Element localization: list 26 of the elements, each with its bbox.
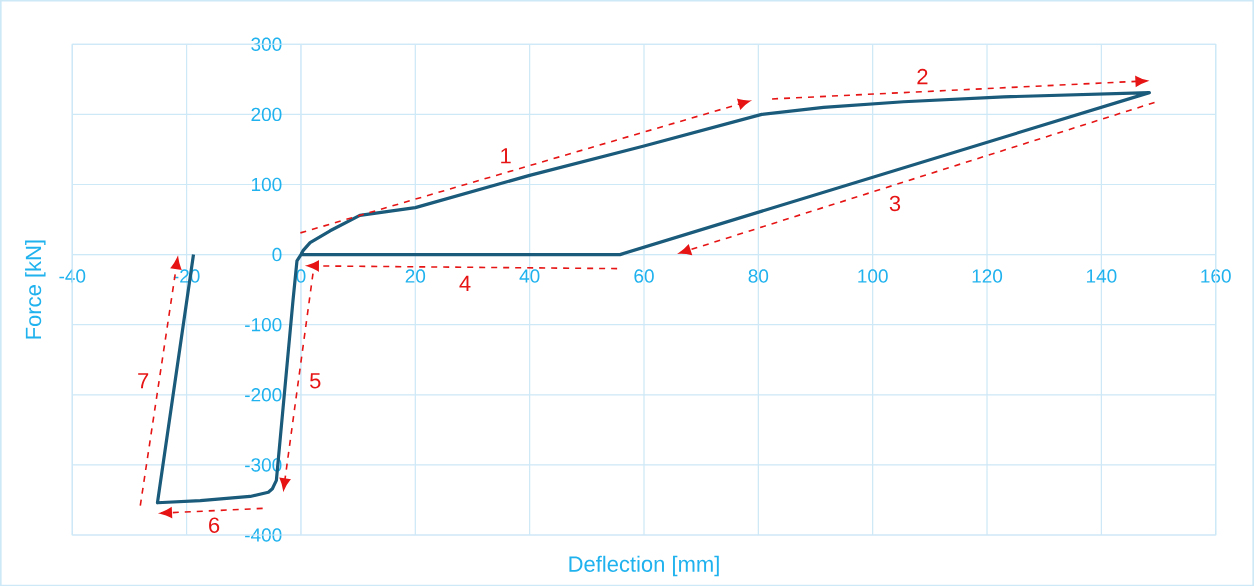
- annotation: 3: [889, 195, 901, 212]
- x-tick-label: 160: [1201, 269, 1231, 283]
- x-tick-label: 100: [858, 269, 888, 283]
- y-axis-title: Force [kN]: [25, 240, 46, 339]
- y-tick-label: 300: [251, 37, 282, 51]
- annotation: 7: [138, 373, 149, 389]
- x-tick-label: 40: [519, 269, 540, 283]
- y-tick-label: -400: [245, 528, 282, 542]
- x-tick-label: 20: [405, 269, 426, 283]
- x-tick-label: 120: [972, 269, 1003, 283]
- y-tick-label: 0: [272, 247, 282, 262]
- y-tick-label: -100: [245, 317, 282, 332]
- x-tick-label: 60: [634, 269, 654, 283]
- annotation: 5: [310, 372, 321, 389]
- x-tick-label: -40: [59, 269, 86, 283]
- annotation: 4: [459, 275, 471, 291]
- y-tick-label: -200: [245, 387, 282, 402]
- x-tick-label: 80: [748, 269, 769, 283]
- x-axis-title: Deflection [mm]: [569, 555, 719, 577]
- x-tick-label: 140: [1086, 269, 1117, 283]
- annotation: 6: [209, 517, 220, 533]
- y-tick-label: 100: [252, 177, 282, 192]
- line-series: [155, 90, 1151, 505]
- y-tick-label: 200: [251, 107, 282, 121]
- annotation: 2: [917, 68, 928, 85]
- annotation: 1: [501, 148, 511, 164]
